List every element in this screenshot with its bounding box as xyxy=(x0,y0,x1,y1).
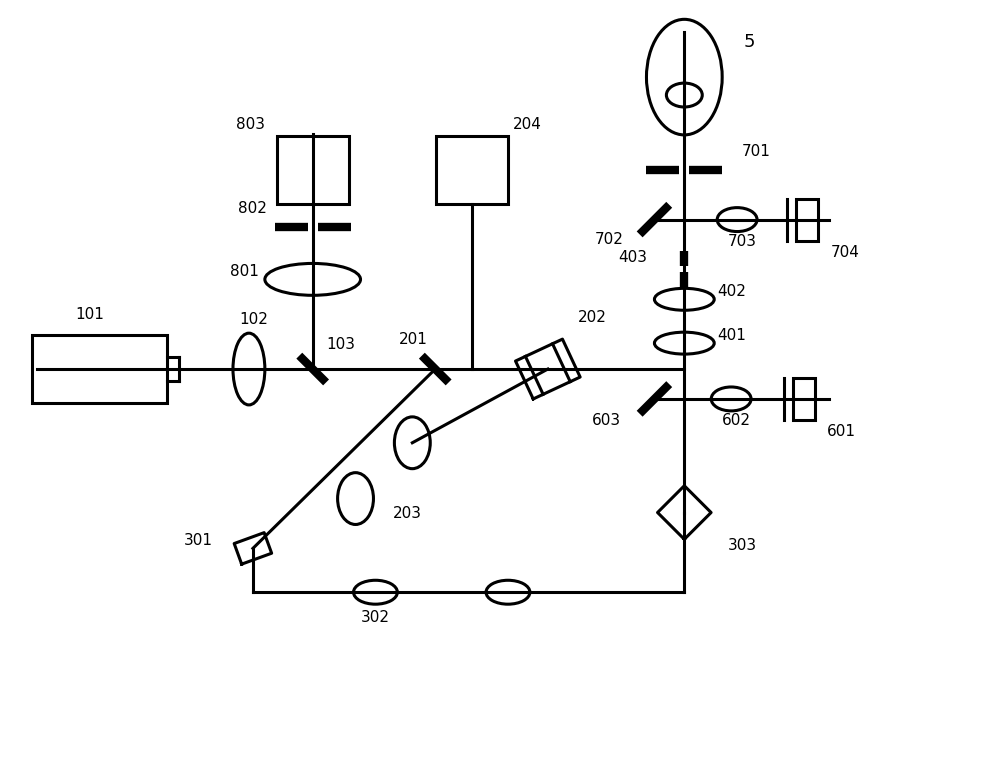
Text: 5: 5 xyxy=(743,33,755,51)
Text: 302: 302 xyxy=(361,610,390,625)
Bar xyxy=(796,199,818,240)
Text: 702: 702 xyxy=(595,232,624,247)
Text: 801: 801 xyxy=(230,264,259,279)
Text: 803: 803 xyxy=(236,117,265,132)
Text: 802: 802 xyxy=(238,201,267,216)
Text: 301: 301 xyxy=(184,533,213,548)
Bar xyxy=(277,136,349,204)
Text: 403: 403 xyxy=(618,250,647,265)
Text: 601: 601 xyxy=(827,425,856,439)
Text: 204: 204 xyxy=(512,117,541,132)
Text: 602: 602 xyxy=(722,413,751,428)
Text: 603: 603 xyxy=(592,413,621,428)
Text: 703: 703 xyxy=(728,234,757,249)
Text: 101: 101 xyxy=(75,307,104,322)
Text: 402: 402 xyxy=(718,284,747,299)
Text: 103: 103 xyxy=(326,336,355,352)
Text: 203: 203 xyxy=(393,506,422,521)
Bar xyxy=(32,335,167,403)
Text: 704: 704 xyxy=(830,245,859,260)
Bar xyxy=(793,378,815,420)
Text: 102: 102 xyxy=(239,312,268,326)
Bar xyxy=(436,136,508,204)
Text: 303: 303 xyxy=(728,538,757,553)
Text: 401: 401 xyxy=(718,328,747,342)
Text: 202: 202 xyxy=(578,310,607,325)
Text: 701: 701 xyxy=(742,145,770,159)
Text: 201: 201 xyxy=(399,332,428,347)
